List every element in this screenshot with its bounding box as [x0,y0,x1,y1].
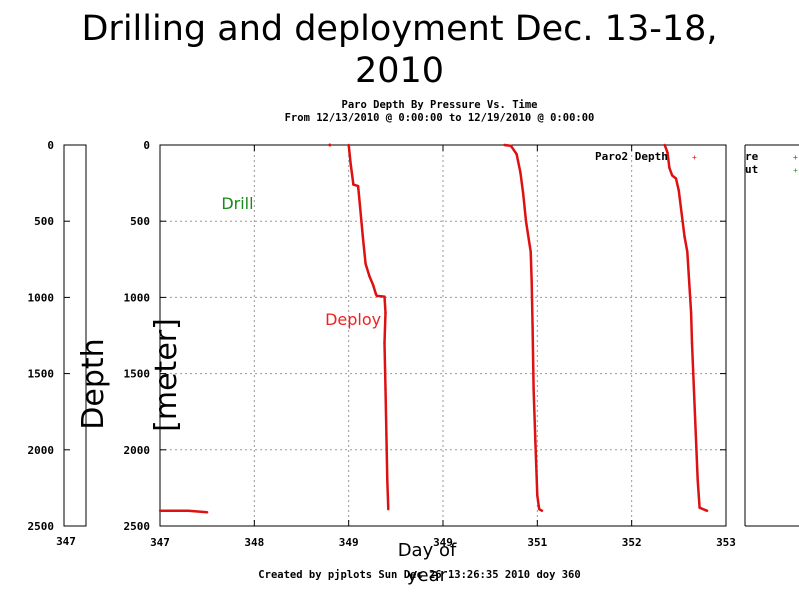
left-y-tick-label: 500 [34,215,54,228]
overlay-labels: Depth [meter] Day of year Drill Deploy [76,194,457,586]
depth-data-point [375,294,379,298]
y-axis-title: Depth [76,338,111,429]
y-tick-label: 2000 [124,444,151,457]
depth-data-point [385,433,388,436]
annotation-label: Drill [221,194,253,213]
depth-data-point [534,440,537,444]
plot-date-range: From 12/13/2010 @ 0:00:00 to 12/19/2010 … [284,112,595,124]
depth-data-point [347,143,350,147]
right-background-panel: re + ut + [744,144,799,527]
depth-data-point [364,262,367,266]
main-plot-panel: 0 500 1000 1500 2000 2500 347 348 349 349 351 352 35… [124,139,736,549]
depth-data-point [663,143,666,147]
depth-data-point [356,184,360,188]
depth-data-point [383,341,386,345]
depth-data-point [371,284,375,287]
x-tick-label: 351 [527,536,547,549]
footer-credit: Created by pjplots Sun Dec 26 13:26:35 2… [258,569,581,581]
depth-data-point [540,509,544,512]
depth-data-point [521,192,525,195]
depth-data-point [509,144,513,147]
depth-data-point [503,143,506,147]
depth-data-point [698,506,701,509]
depth-data-point [668,166,671,170]
left-y-tick-label: 1000 [28,291,55,304]
depth-data-point [677,189,681,192]
depth-data-point [536,494,539,497]
x-tick-label: 348 [244,536,264,549]
depth-data-point [387,508,390,511]
y-tick-label: 0 [143,139,150,152]
right-legend-fragment: ut [745,163,758,176]
right-legend-marker: + [793,166,798,175]
depth-data-point [692,387,696,391]
depth-data-point [696,479,699,482]
y-tick-label: 500 [130,215,150,228]
left-x-tick-label: 347 [56,535,76,548]
x-axis-title-line1: Day of [398,540,457,561]
left-y-tick-label: 2500 [28,520,55,533]
depth-data-point [384,387,387,391]
depth-data-point [671,174,674,177]
chart-title-line2: 2010 [354,51,445,91]
y-tick-label: 1500 [124,368,151,381]
depth-data-point [187,509,190,512]
outlier-point [328,143,332,147]
depth-data-point [383,295,386,298]
plot-subtitle: Paro Depth By Pressure Vs. Time [341,99,538,111]
legend-marker: + [692,153,697,162]
depth-data-point [358,204,362,208]
depth-data-point [683,235,686,238]
legend-label: Paro2 Depth [595,150,668,163]
left-y-tick-label: 1500 [28,368,55,381]
y-tick-label: 1000 [124,291,151,304]
x-tick-label: 353 [716,536,736,549]
chart-title-line1: Drilling and deployment Dec. 13-18, [81,9,718,49]
left-panel-frame [63,144,87,527]
y-tick-label: 2500 [124,520,151,533]
left-y-tick-label: 0 [47,139,54,152]
depth-data-point [690,341,694,345]
x-axis-title-line2: year [407,565,448,586]
depth-data-point [349,162,352,165]
depth-data-point [527,238,531,241]
depth-data-point [529,250,532,253]
x-tick-label: 347 [150,536,170,549]
right-legend-fragment: re [745,150,759,163]
depth-data-point [515,152,518,156]
depth-data-point [686,250,689,253]
y-axis-unit: [meter] [149,318,184,432]
depth-data-point [524,220,528,223]
x-tick-label: 349 [433,536,453,549]
depth-data-point [361,235,365,238]
depth-data-point [679,204,682,208]
depth-data-point [674,177,678,180]
depth-data-point [530,280,533,284]
depth-data-point [689,311,693,314]
annotation-label: Deploy [325,310,381,329]
x-tick-label: 352 [622,536,642,549]
depth-data-point [352,183,355,186]
depth-data-point [368,274,371,278]
right-legend-marker: + [793,153,798,162]
left-y-tick-label: 2000 [28,444,55,457]
depth-data-point [694,433,698,436]
depth-data-point [386,479,389,482]
depth-data-point [666,151,669,154]
depth-data-point [519,171,522,174]
x-tick-label: 349 [339,536,359,549]
depth-data-point [705,509,709,512]
depth-data-point [538,508,541,511]
depth-data-point [532,387,535,391]
depth-data-point [158,509,162,512]
depth-data-point [688,280,691,284]
chart-title: Drilling and deployment Dec. 13-18, 2010 [0,8,799,92]
depth-data-point [531,326,534,330]
depth-data-point [205,511,209,514]
depth-data-point [384,311,387,314]
